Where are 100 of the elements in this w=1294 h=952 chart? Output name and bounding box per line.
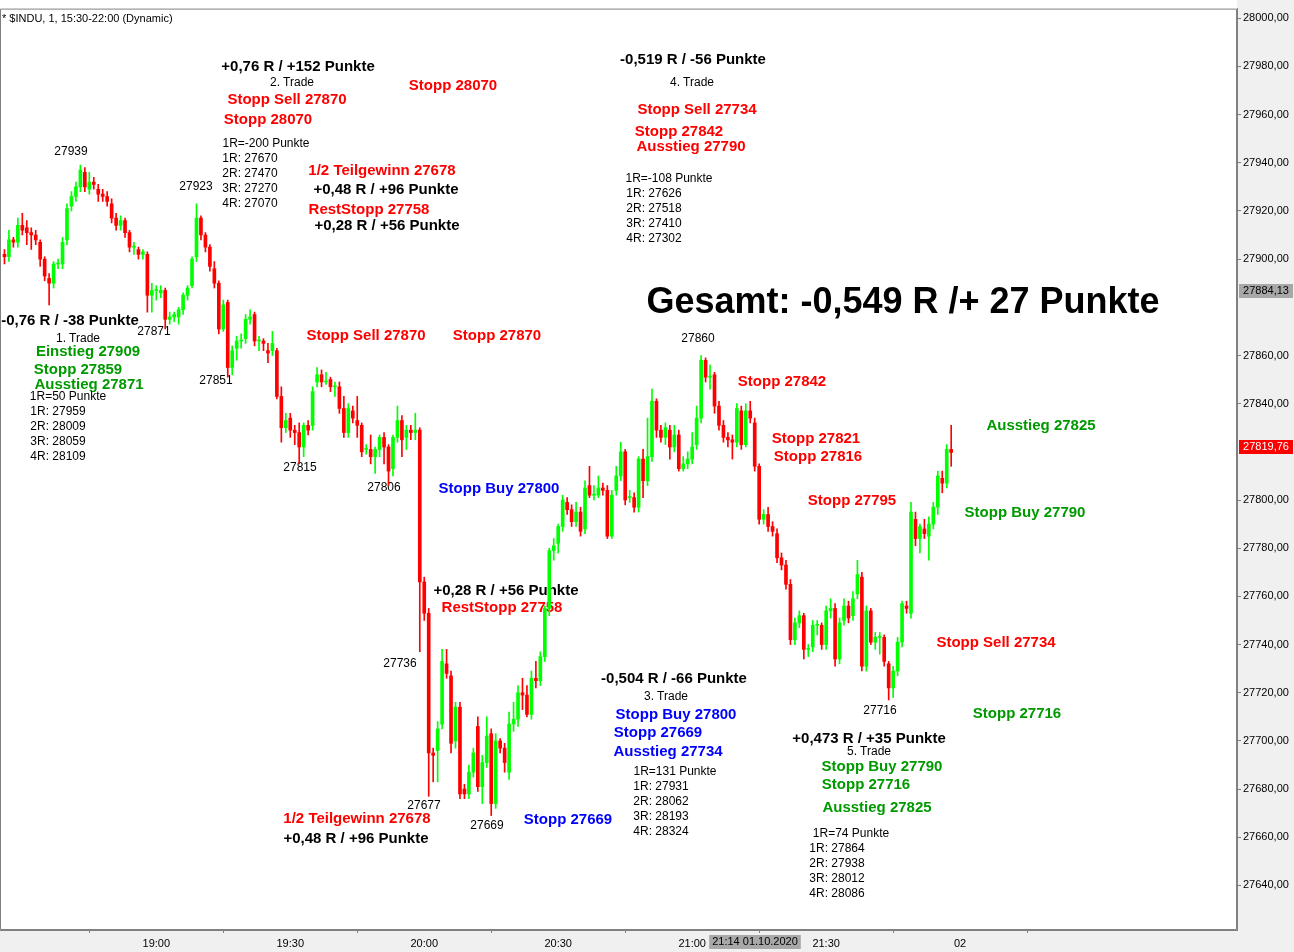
y-tick-label: 27780,00	[1243, 541, 1289, 554]
annotation: 1R: 27959	[30, 404, 87, 419]
y-tick-label: 27960,00	[1243, 107, 1289, 120]
annotation: 2R: 27938	[809, 856, 866, 871]
y-tick-label: 27660,00	[1243, 830, 1289, 843]
annotation: 5. Trade	[846, 744, 892, 759]
annotation: -0,504 R / -66 Punkte	[601, 669, 747, 687]
annotation: 27815	[283, 460, 318, 475]
candlestick	[333, 381, 337, 397]
y-tick-label: 27640,00	[1243, 878, 1289, 891]
y-tick-label: 27860,00	[1243, 348, 1289, 361]
annotation: Stopp 28070	[223, 110, 313, 128]
annotation: 4. Trade	[669, 75, 715, 90]
annotation: 1R=74 Punkte	[812, 826, 890, 841]
annotation: Stopp 27842	[737, 372, 827, 390]
annotation: -0,519 R / -56 Punkte	[620, 50, 766, 68]
annotation: 1R: 27626	[626, 186, 683, 201]
annotation: 27860	[681, 331, 716, 346]
x-tick-label: 20:00	[410, 936, 439, 949]
candlestick	[150, 282, 154, 313]
annotation: 4R: 27302	[626, 231, 683, 246]
annotation: 4R: 27070	[222, 196, 279, 211]
annotation: Stopp 27842	[634, 122, 724, 140]
y-tick-label: 27740,00	[1243, 637, 1289, 650]
annotation: Stopp 27716	[821, 775, 911, 793]
annotation: 4R: 28109	[30, 449, 87, 464]
annotation: Stopp 27870	[452, 326, 542, 344]
annotation: 27939	[54, 144, 89, 159]
annotation: Stopp 27821	[771, 429, 861, 447]
y-tick-label: 27800,00	[1243, 493, 1289, 506]
annotation: +0,48 R / +96 Punkte	[313, 180, 459, 198]
annotation: 2R: 27518	[626, 201, 683, 216]
annotation: 3R: 28059	[30, 434, 87, 449]
y-tick-label: 27680,00	[1243, 782, 1289, 795]
candlestick	[877, 632, 882, 655]
candlestick	[592, 485, 596, 501]
y-tick-label: 27900,00	[1243, 252, 1289, 265]
annotation: Stopp Sell 27734	[637, 100, 758, 118]
candlestick	[413, 412, 418, 441]
annotation: 4R: 28086	[809, 886, 866, 901]
annotation: 27923	[179, 179, 214, 194]
annotation: 27871	[137, 324, 172, 339]
x-tick-label: 19:30	[276, 936, 305, 949]
candlestick	[100, 188, 105, 202]
y-tick-label: 27760,00	[1243, 589, 1289, 602]
annotation: 2R: 27470	[222, 166, 279, 181]
annotation: 1/2 Teilgewinn 27678	[308, 161, 456, 179]
candlestick	[158, 285, 163, 298]
annotation: +0,76 R / +152 Punkte	[221, 57, 375, 75]
text: 27819,76	[1243, 440, 1289, 453]
annotation: Ausstieg 27825	[986, 416, 1096, 434]
annotation: 2R: 28062	[633, 794, 690, 809]
candlestick	[47, 273, 51, 306]
annotation: 4R: 28324	[633, 824, 690, 839]
annotation: Stopp 27816	[773, 447, 863, 465]
annotation: 1R: 27670	[222, 151, 279, 166]
candlestick	[806, 644, 811, 657]
annotation: 1R: 27864	[809, 841, 866, 856]
annotation: 1R=-200 Punkte	[222, 136, 310, 151]
y-tick-label: 27720,00	[1243, 685, 1289, 698]
annotation: Stopp Buy 27790	[964, 503, 1086, 521]
annotation: 27851	[199, 373, 234, 388]
candlestick	[364, 444, 369, 455]
annotation: Stopp 27859	[33, 360, 123, 378]
x-tick-label: 21:00	[678, 936, 706, 949]
y-tick-label: 27920,00	[1243, 203, 1289, 216]
annotation: Stopp Buy 27800	[615, 705, 737, 723]
annotation: 1R: 27931	[633, 779, 690, 794]
candlestick	[873, 632, 878, 650]
x-tick-label: 20:30	[544, 936, 572, 949]
x-tick-label: 19:00	[142, 936, 171, 949]
y-tick-label: 27840,00	[1243, 396, 1289, 409]
annotation: 3. Trade	[643, 689, 689, 704]
candlestick	[534, 661, 538, 689]
y-tick-label: 28000,00	[1243, 11, 1289, 24]
annotation: RestStopp 27758	[308, 200, 430, 218]
candlestick	[940, 470, 945, 494]
text: 21:14 01.10.2020	[712, 935, 798, 948]
annotation: 1R=-108 Punkte	[625, 171, 713, 186]
annotation: Stopp 28070	[408, 76, 498, 94]
annotation: 27806	[367, 480, 402, 495]
annotation: Stopp Sell 27870	[306, 326, 426, 344]
annotation: +0,28 R / +56 Punkte	[314, 216, 460, 234]
text: 27884,13	[1243, 284, 1289, 297]
x-tick-label: 02	[954, 936, 967, 949]
annotation: 1R=131 Punkte	[633, 764, 717, 779]
annotation: Ausstieg 27825	[822, 798, 932, 816]
annotation: Stopp 27795	[807, 491, 897, 509]
x-tick-label: 21:30	[812, 936, 840, 949]
annotation: -0,76 R / -38 Punkte	[1, 311, 139, 329]
annotation: +0,48 R / +96 Punkte	[283, 829, 429, 847]
y-tick-label: 27940,00	[1243, 155, 1289, 168]
annotation: Stopp 27669	[613, 723, 703, 741]
annotation: 27716	[863, 703, 898, 718]
annotation: 3R: 28193	[633, 809, 690, 824]
annotation: Stopp Sell 27870	[227, 90, 347, 108]
text: Gesamt: -0,549 R /+ 27 Punkte	[646, 280, 1160, 322]
annotation: Stopp Sell 27734	[936, 633, 1057, 651]
y-tick-label: 27700,00	[1243, 733, 1289, 746]
annotation: 27669	[470, 818, 505, 833]
